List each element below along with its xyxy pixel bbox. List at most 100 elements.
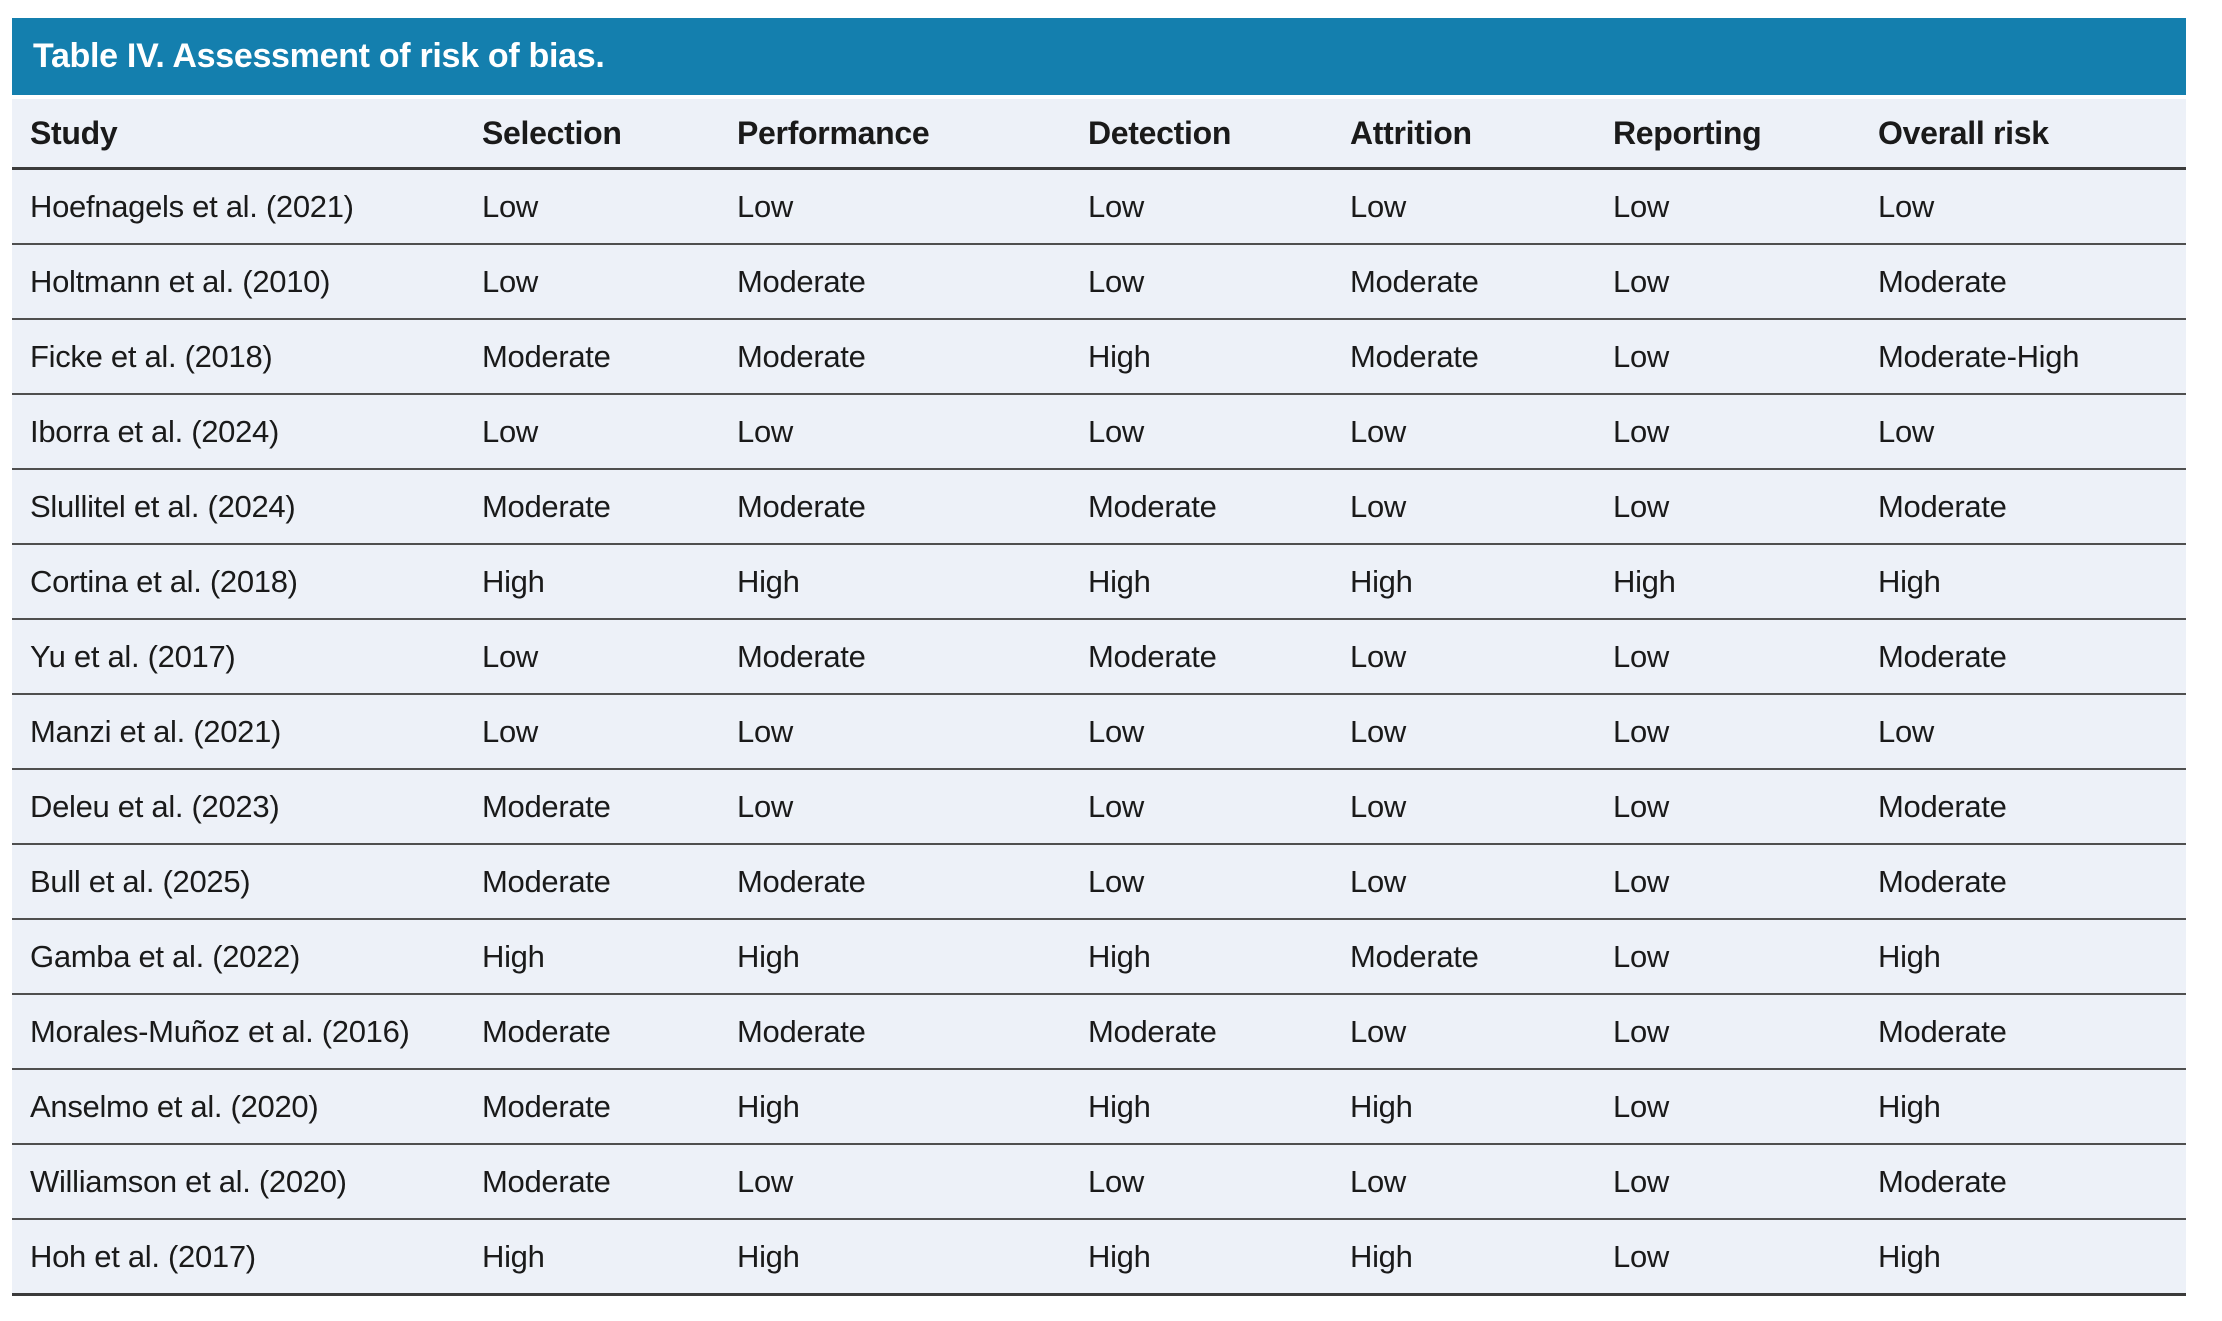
table-row: Anselmo et al. (2020) Moderate High High Hig…: [12, 1069, 2186, 1145]
overall-risk-cell: Low: [1858, 694, 2186, 770]
column-header-performance: Performance: [717, 99, 1068, 170]
detection-cell: Low: [1068, 394, 1330, 470]
column-header-selection: Selection: [462, 99, 717, 170]
study-cell: Holtmann et al. (2010): [12, 244, 462, 320]
overall-risk-cell: Moderate-High: [1858, 319, 2186, 395]
table-row: Slullitel et al. (2024) Moderate Moderate M…: [12, 469, 2186, 545]
detection-cell: Moderate: [1068, 469, 1330, 545]
selection-cell: Moderate: [462, 469, 717, 545]
table-title: Table IV. Assessment of risk of bias.: [33, 37, 605, 75]
attrition-cell: Moderate: [1330, 919, 1593, 995]
study-cell: Deleu et al. (2023): [12, 769, 462, 845]
detection-cell: Low: [1068, 244, 1330, 320]
table-row: Bull et al. (2025) Moderate Moderate Low Low…: [12, 844, 2186, 920]
performance-cell: Low: [717, 168, 1068, 245]
detection-cell: Low: [1068, 844, 1330, 920]
table-title-bar: Table IV. Assessment of risk of bias.: [12, 18, 2186, 95]
attrition-cell: Low: [1330, 394, 1593, 470]
selection-cell: Moderate: [462, 1069, 717, 1145]
reporting-cell: Low: [1593, 919, 1858, 995]
detection-cell: High: [1068, 319, 1330, 395]
performance-cell: Moderate: [717, 469, 1068, 545]
detection-cell: Moderate: [1068, 619, 1330, 695]
selection-cell: Low: [462, 244, 717, 320]
reporting-cell: Low: [1593, 168, 1858, 245]
reporting-cell: Low: [1593, 244, 1858, 320]
selection-cell: Low: [462, 394, 717, 470]
study-cell: Hoh et al. (2017): [12, 1219, 462, 1296]
overall-risk-cell: Moderate: [1858, 994, 2186, 1070]
study-cell: Iborra et al. (2024): [12, 394, 462, 470]
attrition-cell: Moderate: [1330, 319, 1593, 395]
detection-cell: Low: [1068, 1144, 1330, 1220]
attrition-cell: High: [1330, 544, 1593, 620]
detection-cell: High: [1068, 1069, 1330, 1145]
reporting-cell: Low: [1593, 1219, 1858, 1296]
selection-cell: High: [462, 919, 717, 995]
overall-risk-cell: Moderate: [1858, 619, 2186, 695]
selection-cell: Moderate: [462, 994, 717, 1070]
reporting-cell: Low: [1593, 1069, 1858, 1145]
detection-cell: High: [1068, 1219, 1330, 1296]
performance-cell: High: [717, 1069, 1068, 1145]
study-cell: Williamson et al. (2020): [12, 1144, 462, 1220]
overall-risk-cell: Moderate: [1858, 769, 2186, 845]
selection-cell: High: [462, 1219, 717, 1296]
column-header-overall-risk: Overall risk: [1858, 99, 2186, 170]
selection-cell: Low: [462, 694, 717, 770]
performance-cell: High: [717, 544, 1068, 620]
table-row: Iborra et al. (2024) Low Low Low Low Low Low: [12, 394, 2186, 470]
attrition-cell: Low: [1330, 619, 1593, 695]
study-cell: Slullitel et al. (2024): [12, 469, 462, 545]
column-header-reporting: Reporting: [1593, 99, 1858, 170]
performance-cell: Moderate: [717, 619, 1068, 695]
table-card: Table IV. Assessment of risk of bias. St…: [12, 18, 2186, 1296]
performance-cell: Moderate: [717, 844, 1068, 920]
detection-cell: Low: [1068, 769, 1330, 845]
reporting-cell: Low: [1593, 319, 1858, 395]
performance-cell: Moderate: [717, 994, 1068, 1070]
table-row: Holtmann et al. (2010) Low Moderate Low Mode…: [12, 244, 2186, 320]
study-cell: Cortina et al. (2018): [12, 544, 462, 620]
table-row: Gamba et al. (2022) High High High Moderate L…: [12, 919, 2186, 995]
reporting-cell: Low: [1593, 1144, 1858, 1220]
study-cell: Gamba et al. (2022): [12, 919, 462, 995]
performance-cell: Moderate: [717, 244, 1068, 320]
performance-cell: Low: [717, 394, 1068, 470]
column-header-attrition: Attrition: [1330, 99, 1593, 170]
reporting-cell: Low: [1593, 469, 1858, 545]
overall-risk-cell: High: [1858, 919, 2186, 995]
detection-cell: Low: [1068, 694, 1330, 770]
risk-of-bias-table: Study Selection Performance Detection Attrit…: [12, 99, 2186, 1296]
attrition-cell: Low: [1330, 844, 1593, 920]
overall-risk-cell: Moderate: [1858, 844, 2186, 920]
overall-risk-cell: Moderate: [1858, 1144, 2186, 1220]
reporting-cell: Low: [1593, 619, 1858, 695]
attrition-cell: High: [1330, 1069, 1593, 1145]
overall-risk-cell: Moderate: [1858, 469, 2186, 545]
selection-cell: Moderate: [462, 319, 717, 395]
attrition-cell: Low: [1330, 769, 1593, 845]
study-cell: Bull et al. (2025): [12, 844, 462, 920]
reporting-cell: Low: [1593, 394, 1858, 470]
selection-cell: Moderate: [462, 844, 717, 920]
detection-cell: High: [1068, 919, 1330, 995]
study-cell: Hoefnagels et al. (2021): [12, 168, 462, 245]
reporting-cell: High: [1593, 544, 1858, 620]
selection-cell: Low: [462, 168, 717, 245]
table-row: Cortina et al. (2018) High High High High Hig…: [12, 544, 2186, 620]
table-row: Morales-Muñoz et al. (2016) Moderate Moder…: [12, 994, 2186, 1070]
reporting-cell: Low: [1593, 694, 1858, 770]
reporting-cell: Low: [1593, 844, 1858, 920]
study-cell: Yu et al. (2017): [12, 619, 462, 695]
performance-cell: Low: [717, 1144, 1068, 1220]
performance-cell: High: [717, 919, 1068, 995]
attrition-cell: Low: [1330, 469, 1593, 545]
attrition-cell: Low: [1330, 1144, 1593, 1220]
attrition-cell: Low: [1330, 994, 1593, 1070]
overall-risk-cell: High: [1858, 1219, 2186, 1296]
reporting-cell: Low: [1593, 769, 1858, 845]
attrition-cell: Low: [1330, 168, 1593, 245]
selection-cell: High: [462, 544, 717, 620]
